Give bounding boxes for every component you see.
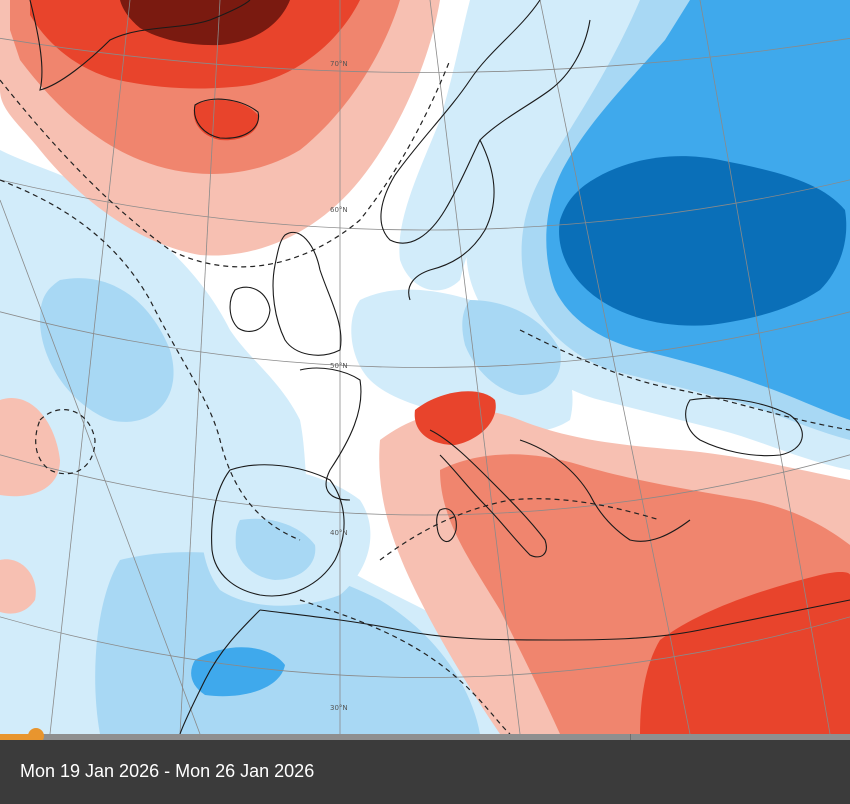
scandinavia-coast — [380, 0, 591, 244]
contour-west-loop — [35, 409, 96, 475]
lat-label-30: 30°N — [330, 704, 348, 712]
iceland-warm — [193, 99, 259, 141]
central-cold-mid — [462, 300, 561, 395]
greenland-coast — [29, 0, 251, 91]
france-coast — [299, 367, 362, 501]
lat-30-line — [0, 616, 850, 678]
lon-line-6 — [539, 0, 691, 734]
sardinia-coast — [436, 508, 457, 543]
lat-60-line — [0, 179, 850, 231]
lon-line-2 — [49, 0, 131, 734]
lat-label-60: 60°N — [330, 206, 348, 214]
black-sea-coast — [685, 397, 803, 457]
alps-warm-high — [414, 391, 496, 445]
iberia-cold-mid — [235, 518, 316, 580]
lat-label-70: 70°N — [330, 60, 348, 68]
ireland-coast — [229, 286, 271, 332]
atlantic-warm-2 — [0, 559, 36, 614]
north-africa-coast — [259, 599, 850, 641]
timeline-progress — [0, 734, 36, 740]
atlantic-cold-mid-2 — [95, 552, 481, 734]
lon-line-3 — [179, 0, 221, 734]
iberia-coast — [211, 464, 345, 597]
britain-coast — [272, 231, 342, 356]
atlantic-cold-mid-1 — [40, 278, 174, 422]
greenland-warm-high — [30, 0, 360, 89]
lon-line-5 — [429, 0, 521, 734]
sahara-warm-high — [640, 571, 850, 734]
lon-line-7 — [699, 0, 831, 734]
baltic-coast — [408, 139, 495, 301]
forecast-period-label: Mon 19 Jan 2026 - Mon 26 Jan 2026 — [20, 761, 315, 781]
lat-label-40: 40°N — [330, 529, 348, 537]
iceland-coast — [193, 98, 260, 139]
east-cold-strong — [559, 156, 847, 326]
lat-50-line — [0, 311, 850, 368]
graticule — [0, 0, 850, 734]
greenland-warm-strong — [120, 0, 290, 46]
anomaly-map: 70°N 60°N 50°N 40°N 30°N — [0, 0, 850, 734]
lat-40-line — [0, 454, 850, 516]
timeline-tick — [630, 734, 631, 740]
lat-label-50: 50°N — [330, 362, 348, 370]
lon-line-1 — [0, 199, 201, 734]
lat-70-line — [0, 37, 850, 73]
balkans-coast — [519, 439, 691, 542]
west-africa-coast — [179, 609, 261, 734]
coastlines — [29, 0, 850, 734]
italy-coast — [429, 429, 547, 558]
west-africa-cold-high — [191, 647, 285, 697]
caption-bar: Mon 19 Jan 2026 - Mon 26 Jan 2026 — [0, 740, 850, 804]
contour-atlantic — [0, 179, 301, 541]
contour-north — [0, 59, 451, 268]
atlantic-warm-1 — [0, 398, 60, 497]
